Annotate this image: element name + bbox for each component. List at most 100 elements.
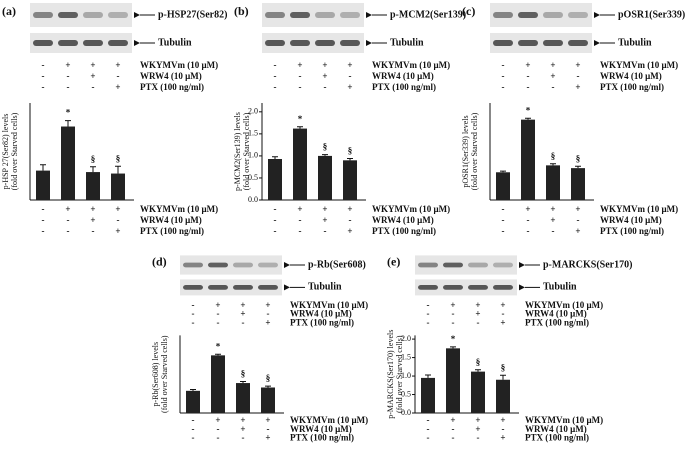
treatment-sign: + xyxy=(475,415,480,425)
treatment-name: PTX (100 ng/ml) xyxy=(290,317,354,327)
blot xyxy=(262,33,364,53)
blot-band xyxy=(233,262,253,268)
blot-band xyxy=(418,285,438,290)
bar xyxy=(571,168,585,200)
treatment-name: WRW4 (10 μM) xyxy=(525,309,587,319)
treatment-sign: + xyxy=(240,424,245,434)
blot-band xyxy=(493,12,513,18)
blot-band xyxy=(58,12,78,18)
treatment-sign: - xyxy=(349,71,352,81)
blot xyxy=(415,255,517,275)
treatment-sign: + xyxy=(347,204,352,214)
error-bar xyxy=(550,163,556,166)
treatment-sign: + xyxy=(347,82,352,92)
treatment-sign: - xyxy=(502,309,505,319)
blot-label: p-Rb(Ser608) xyxy=(308,259,366,270)
treatment-sign: + xyxy=(575,204,580,214)
treatment-name: WKYMVm (10 μM) xyxy=(140,60,218,70)
treatment-sign: + xyxy=(347,226,352,236)
error-bar xyxy=(265,385,271,388)
blot-band xyxy=(518,12,538,18)
treatment-sign: + xyxy=(550,215,555,225)
blot-band xyxy=(265,12,285,18)
treatment-sign: + xyxy=(500,433,505,443)
error-bar xyxy=(322,154,328,156)
panel-label: (b) xyxy=(234,4,249,18)
annotation: * xyxy=(66,108,71,118)
treatment-name: WKYMVm (10 μM) xyxy=(600,204,678,214)
treatment-sign: + xyxy=(90,71,95,81)
treatment-sign: - xyxy=(552,226,555,236)
blot-band xyxy=(315,12,335,18)
treatment-name: PTX (100 ng/ml) xyxy=(372,82,436,92)
bar xyxy=(36,170,50,200)
treatment-sign: + xyxy=(450,300,455,310)
blot-band xyxy=(568,12,588,18)
blot-label: Tubulin xyxy=(158,37,192,48)
treatment-sign: - xyxy=(267,309,270,319)
blot-band xyxy=(418,262,438,268)
bar xyxy=(261,387,275,413)
bar xyxy=(446,348,460,413)
treatment-sign: - xyxy=(217,309,220,319)
y-tick-label: 1.5 xyxy=(248,129,258,138)
blot-label: pOSR1(Ser339) xyxy=(618,9,685,20)
treatment-name: PTX (100 ng/ml) xyxy=(600,226,664,236)
panel-label: (a) xyxy=(2,4,16,18)
annotation: * xyxy=(216,341,221,351)
treatment-sign: - xyxy=(42,215,45,225)
treatment-name: PTX (100 ng/ml) xyxy=(600,82,664,92)
treatment-sign: - xyxy=(349,215,352,225)
treatment-sign: + xyxy=(322,71,327,81)
treatment-sign: + xyxy=(450,415,455,425)
error-bar xyxy=(240,381,246,384)
treatment-sign: + xyxy=(322,215,327,225)
y-tick-label: 0.0 xyxy=(401,408,411,417)
blot-band xyxy=(290,40,310,46)
treatment-sign: - xyxy=(42,60,45,70)
annotation: § xyxy=(91,154,96,164)
blot xyxy=(415,279,517,296)
treatment-sign: - xyxy=(477,433,480,443)
bar xyxy=(268,158,282,200)
treatment-sign: - xyxy=(452,317,455,327)
treatment-sign: + xyxy=(475,424,480,434)
treatment-sign: + xyxy=(215,415,220,425)
blot-label: Tubulin xyxy=(308,282,342,293)
treatment-name: WKYMVm (10 μM) xyxy=(372,204,450,214)
treatment-sign: - xyxy=(67,71,70,81)
y-tick-label: 2.0 xyxy=(401,334,411,343)
treatment-sign: - xyxy=(452,424,455,434)
treatment-name: PTX (100 ng/ml) xyxy=(290,433,354,443)
treatment-name: PTX (100 ng/ml) xyxy=(525,433,589,443)
blot-band xyxy=(493,40,513,46)
error-bar xyxy=(500,374,506,380)
annotation: § xyxy=(476,357,481,367)
blot-band xyxy=(83,12,103,18)
blot-band xyxy=(568,40,588,46)
y-axis-label: pOSR1(Ser339) levels xyxy=(461,115,470,187)
treatment-sign: - xyxy=(217,317,220,327)
blot-band xyxy=(33,12,53,18)
bar xyxy=(86,172,100,200)
treatment-sign: - xyxy=(42,71,45,81)
error-bar xyxy=(500,170,506,173)
treatment-sign: - xyxy=(42,204,45,214)
treatment-name: WKYMVm (10 μM) xyxy=(525,415,603,425)
blot-label: Tubulin xyxy=(543,282,577,293)
y-tick-label: 1.5 xyxy=(401,352,411,361)
blot xyxy=(180,255,282,275)
treatment-sign: + xyxy=(475,309,480,319)
y-axis-label: (fold over Starved cells) xyxy=(395,335,404,413)
bar xyxy=(61,126,75,200)
treatment-name: WKYMVm (10 μM) xyxy=(140,204,218,214)
y-axis-label: p-HSP 27(Ser82) levels xyxy=(1,114,10,190)
treatment-sign: + xyxy=(550,60,555,70)
treatment-name: WRW4 (10 μM) xyxy=(140,71,202,81)
treatment-name: WRW4 (10 μM) xyxy=(290,309,352,319)
treatment-sign: - xyxy=(577,71,580,81)
treatment-sign: - xyxy=(217,424,220,434)
treatment-sign: + xyxy=(65,204,70,214)
treatment-sign: + xyxy=(265,300,270,310)
